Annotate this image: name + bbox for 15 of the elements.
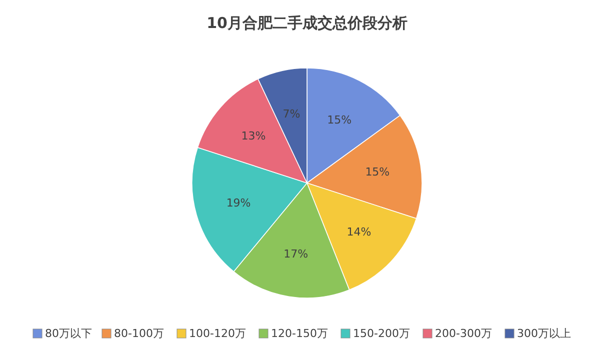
data-label: 15% bbox=[327, 113, 352, 126]
chart-title: 10月合肥二手成交总价段分析 bbox=[206, 14, 408, 32]
legend-label: 150-200万 bbox=[353, 327, 410, 340]
legend-label: 200-300万 bbox=[435, 327, 492, 340]
data-label: 19% bbox=[226, 196, 251, 210]
legend-label: 300万以上 bbox=[517, 327, 571, 340]
legend-label: 120-150万 bbox=[271, 327, 328, 340]
data-label: 17% bbox=[284, 247, 308, 260]
data-label: 15% bbox=[365, 166, 390, 179]
legend-label: 80万以下 bbox=[45, 327, 92, 340]
legend-label: 100-120万 bbox=[189, 327, 246, 340]
data-label: 14% bbox=[346, 226, 372, 239]
data-label: 7% bbox=[282, 107, 300, 120]
data-label: 13% bbox=[241, 130, 266, 143]
legend-label: 80-100万 bbox=[114, 327, 164, 340]
